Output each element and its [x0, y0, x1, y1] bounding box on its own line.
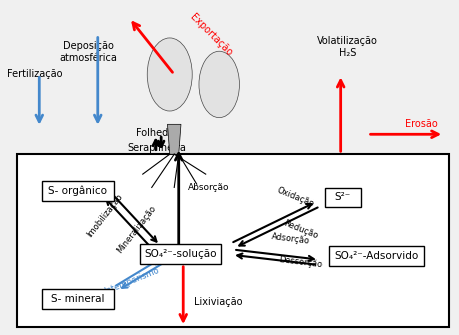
- Text: Exportação: Exportação: [188, 12, 234, 58]
- Bar: [17, 154, 448, 327]
- Text: Oxidação: Oxidação: [275, 186, 315, 209]
- Text: Fertilização: Fertilização: [7, 69, 62, 79]
- Text: Volatilização
H₂S: Volatilização H₂S: [317, 36, 378, 58]
- Text: S²⁻: S²⁻: [335, 192, 351, 202]
- Text: Adsorção: Adsorção: [271, 232, 310, 246]
- Text: Lixiviação: Lixiviação: [195, 297, 243, 307]
- Text: Imobilização: Imobilização: [85, 192, 124, 239]
- Text: Deposição
atmosférica: Deposição atmosférica: [60, 41, 118, 63]
- Text: Serapilheira: Serapilheira: [127, 143, 186, 152]
- Text: Mineralização: Mineralização: [115, 203, 157, 255]
- Text: Folhedo: Folhedo: [136, 128, 174, 138]
- Bar: [325, 188, 361, 207]
- Text: S- orgânico: S- orgânico: [48, 186, 107, 196]
- Bar: [41, 289, 113, 309]
- Ellipse shape: [147, 38, 192, 111]
- Text: SO₄²⁻-Adsorvido: SO₄²⁻-Adsorvido: [335, 251, 419, 261]
- Text: Redução: Redução: [282, 219, 319, 241]
- Polygon shape: [168, 124, 181, 154]
- Bar: [41, 181, 113, 201]
- Text: S- mineral: S- mineral: [51, 294, 104, 304]
- Bar: [140, 244, 221, 264]
- Text: Intemperismo: Intemperismo: [103, 266, 160, 296]
- Text: Absorção: Absorção: [188, 183, 229, 192]
- Text: SO₄²⁻-solução: SO₄²⁻-solução: [145, 249, 217, 259]
- Ellipse shape: [199, 51, 240, 118]
- Text: Erosão: Erosão: [405, 119, 437, 129]
- Text: Dessorção: Dessorção: [278, 255, 322, 269]
- Bar: [330, 246, 424, 266]
